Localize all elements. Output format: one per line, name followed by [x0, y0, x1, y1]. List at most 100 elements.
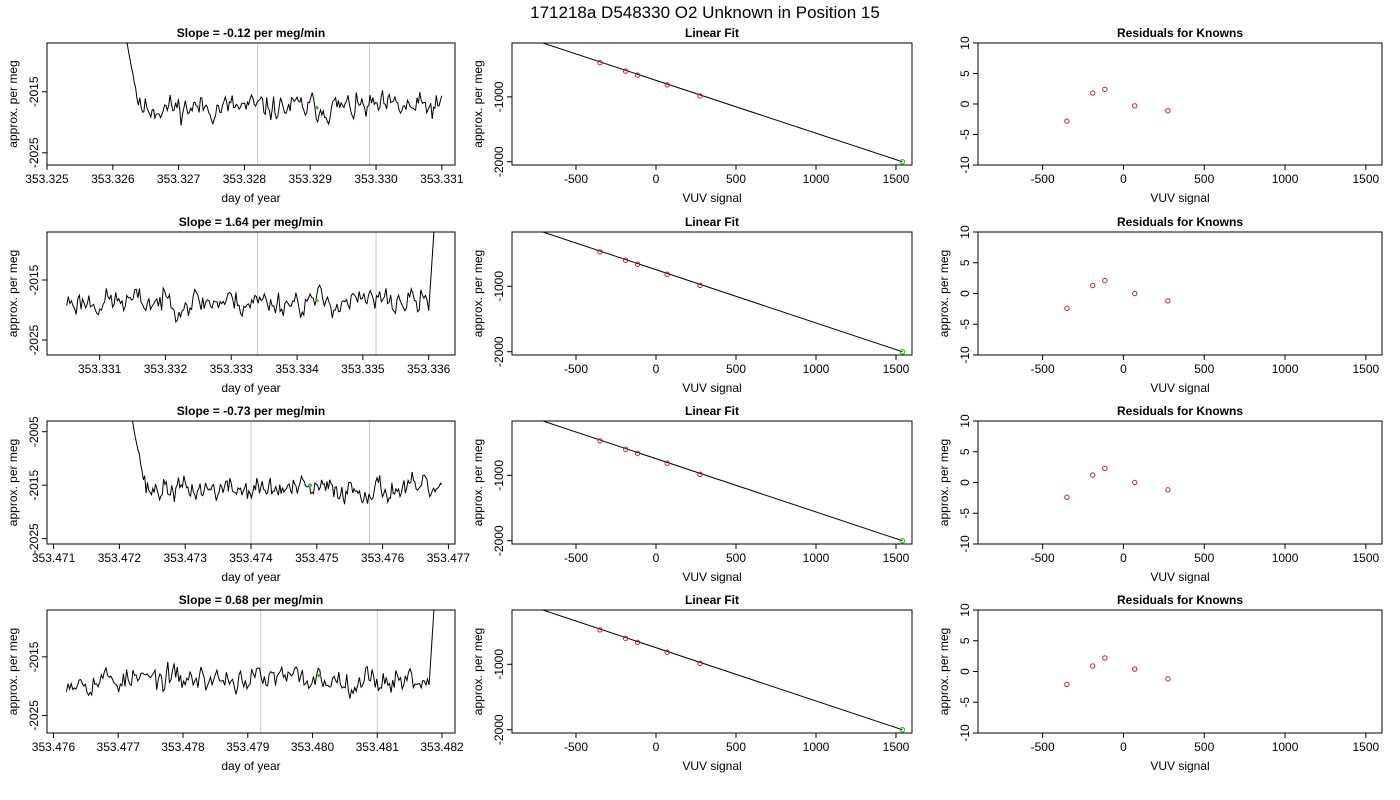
y-tick-label: -2015	[27, 470, 41, 501]
x-axis-label: VUV signal	[1150, 759, 1209, 773]
x-axis-label: VUV signal	[682, 570, 741, 584]
known-point	[664, 271, 670, 277]
y-tick-label: 5	[958, 637, 972, 644]
y-tick-label: 5	[958, 70, 972, 77]
panel-title: Residuals for Knowns	[1117, 593, 1243, 607]
unknown-marker	[308, 483, 313, 487]
plot-frame	[511, 420, 913, 545]
panels-container: Slope = -0.12 per meg/min day of year appr…	[6, 26, 1383, 773]
y-tick-label: 10	[958, 225, 972, 239]
x-axis-label: VUV signal	[682, 759, 741, 773]
x-tick-label: 0	[1120, 551, 1127, 565]
x-tick-label: 500	[726, 740, 746, 754]
panel-title: Slope = -0.73 per meg/min	[177, 404, 325, 418]
panel-title: Slope = 0.68 per meg/min	[179, 593, 323, 607]
x-tick-label: 353.482	[420, 740, 464, 754]
known-point	[1090, 90, 1096, 96]
x-tick-label: 500	[1194, 740, 1214, 754]
plot-area	[1064, 465, 1171, 500]
x-tick-label: 0	[653, 551, 660, 565]
panel-title: Slope = -0.12 per meg/min	[177, 26, 325, 40]
known-point	[634, 261, 641, 268]
x-tick-label: 1500	[1352, 740, 1379, 754]
known-point	[697, 471, 703, 478]
page-title: 171218a D548330 O2 Unknown in Position 1…	[530, 3, 880, 22]
x-tick-label: 500	[726, 551, 746, 565]
plot-frame	[46, 231, 456, 356]
series-line	[65, 610, 435, 699]
y-tick-label: -2000	[492, 146, 506, 177]
known-point	[1102, 465, 1108, 472]
x-tick-label: 1000	[1272, 551, 1299, 565]
x-tick-label: 500	[726, 362, 746, 376]
known-point	[1132, 290, 1138, 297]
x-tick-label: 353.332	[144, 362, 188, 376]
known-point	[1132, 479, 1138, 486]
x-tick-label: -500	[564, 172, 588, 186]
known-point	[1102, 86, 1108, 93]
y-tick-label: -2025	[27, 137, 41, 168]
y-tick-label: -5	[958, 129, 972, 140]
x-tick-label: -500	[1031, 172, 1055, 186]
x-tick-label: 1000	[1272, 172, 1299, 186]
panel-time-row-4: Slope = 0.68 per meg/min day of year appro…	[6, 593, 464, 773]
x-axis-label: VUV signal	[1150, 570, 1209, 584]
y-tick-label: -5	[958, 697, 972, 708]
x-tick-label: 353.331	[78, 362, 122, 376]
x-tick-label: 0	[653, 362, 660, 376]
x-axis-label: day of year	[221, 759, 280, 773]
y-axis-label: approx. per meg	[937, 250, 951, 337]
x-tick-label: 0	[1120, 172, 1127, 186]
x-tick-label: 353.328	[223, 172, 267, 186]
x-tick-label: 353.336	[407, 362, 451, 376]
y-tick-label: -2025	[27, 523, 41, 554]
series-line	[126, 43, 443, 126]
x-tick-label: -500	[564, 740, 588, 754]
x-tick-label: 353.479	[226, 740, 270, 754]
known-point	[1132, 103, 1138, 109]
x-tick-label: 1000	[1272, 362, 1299, 376]
x-tick-label: 353.472	[98, 551, 142, 565]
known-point	[622, 635, 629, 642]
x-axis-label: VUV signal	[682, 381, 741, 395]
panel-fit-row-1: Linear Fit VUV signal approx. per meg -500 0…	[471, 26, 913, 205]
y-axis-label: approx. per meg	[471, 628, 485, 715]
x-tick-label: 1000	[1272, 740, 1299, 754]
panel-title: Residuals for Knowns	[1117, 215, 1243, 229]
x-tick-label: 353.478	[161, 740, 205, 754]
fit-line	[541, 421, 903, 542]
known-point	[1132, 666, 1138, 672]
x-tick-label: 1000	[803, 362, 830, 376]
known-point	[697, 93, 703, 99]
y-tick-label: 5	[958, 259, 972, 266]
plot-area	[1064, 277, 1171, 311]
panel-title: Linear Fit	[685, 215, 739, 229]
y-tick-label: -10	[958, 535, 972, 553]
known-point	[1064, 494, 1070, 500]
y-tick-label: -2015	[27, 264, 41, 295]
plot-area	[541, 43, 906, 165]
plot-frame	[977, 420, 1383, 545]
known-point	[1064, 305, 1070, 311]
y-tick-label: -1000	[492, 81, 506, 112]
unknown-marker	[317, 673, 321, 678]
plot-frame	[511, 231, 913, 356]
y-tick-label: 10	[958, 414, 972, 428]
panel-residuals-row-3: Residuals for Knowns VUV signal approx. pe…	[937, 404, 1383, 584]
y-tick-label: 0	[958, 668, 972, 675]
plot-area	[1064, 86, 1171, 124]
x-tick-label: 0	[653, 172, 660, 186]
known-point	[1165, 108, 1171, 114]
x-tick-label: 0	[653, 740, 660, 754]
x-tick-label: 1500	[1352, 362, 1379, 376]
x-tick-label: 353.326	[91, 172, 135, 186]
plot-area	[1064, 655, 1171, 688]
y-tick-label: 10	[958, 603, 972, 617]
panel-title: Residuals for Knowns	[1117, 26, 1243, 40]
known-point	[634, 639, 641, 646]
y-tick-label: 0	[958, 479, 972, 486]
y-axis-label: approx. per meg	[937, 628, 951, 715]
plot-area	[65, 610, 435, 733]
series-line	[132, 421, 443, 505]
